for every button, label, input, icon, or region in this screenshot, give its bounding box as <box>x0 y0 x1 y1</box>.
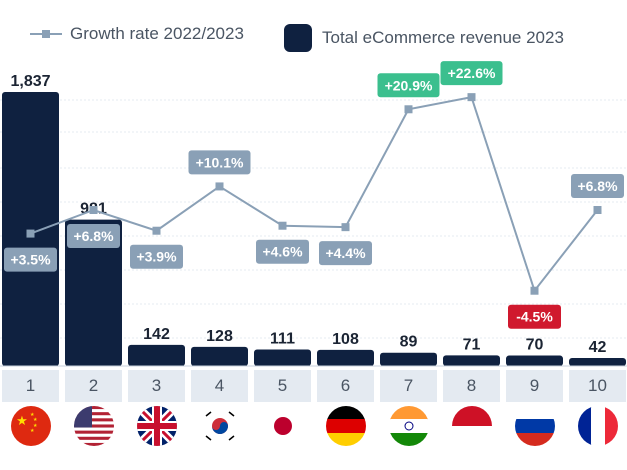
flag-united-kingdom-icon <box>136 406 177 446</box>
growth-label-box <box>130 244 183 269</box>
legend-label-revenue: Total eCommerce revenue 2023 <box>322 28 564 47</box>
rank-cell: 10 <box>569 370 626 402</box>
rank-cell: 2 <box>65 370 122 402</box>
growth-label-box <box>377 73 440 98</box>
growth-label: +6.8% <box>73 228 114 244</box>
revenue-value-label: 111 <box>270 330 295 347</box>
svg-text:★: ★ <box>33 423 38 429</box>
growth-label-box <box>67 224 120 248</box>
legend-item-growth[interactable]: Growth rate 2022/2023 <box>30 24 244 44</box>
revenue-value-label: 70 <box>526 337 544 354</box>
growth-point[interactable] <box>26 229 35 238</box>
chart-plot-area: 1,83798114212811110889717042+3.5%+6.8%+3… <box>0 61 627 367</box>
flag-germany-icon <box>325 406 366 446</box>
growth-label: +20.9% <box>385 77 433 93</box>
growth-label-box <box>188 150 251 175</box>
growth-point[interactable] <box>530 286 539 295</box>
revenue-bar[interactable] <box>443 355 500 366</box>
flag-russia-icon <box>514 406 555 446</box>
rank-cell: 4 <box>191 370 248 402</box>
growth-label: +4.6% <box>262 244 303 260</box>
flag-china-icon: ★ ★ ★ ★ ★ <box>10 406 51 446</box>
growth-label: +6.8% <box>577 178 618 194</box>
rank-cell: 9 <box>506 370 563 402</box>
growth-point[interactable] <box>404 105 413 114</box>
svg-text:★: ★ <box>30 428 35 434</box>
growth-line <box>30 95 599 293</box>
revenue-bar[interactable] <box>128 344 185 366</box>
rank-cell: 6 <box>317 370 374 402</box>
svg-text:★: ★ <box>33 417 38 423</box>
flag-south-korea-icon <box>199 406 240 446</box>
flag-japan-icon <box>262 406 303 446</box>
rank-cell: 7 <box>380 370 437 402</box>
svg-text:★: ★ <box>30 412 35 418</box>
revenue-value-label: 89 <box>400 334 418 351</box>
growth-point[interactable] <box>467 93 476 102</box>
growth-point[interactable] <box>278 221 287 230</box>
revenue-value-label: 142 <box>143 326 170 343</box>
svg-text:★: ★ <box>16 413 28 428</box>
growth-label-box <box>571 174 624 198</box>
revenue-bar[interactable] <box>191 346 248 366</box>
line-marker-icon <box>30 30 62 38</box>
growth-point[interactable] <box>215 182 224 191</box>
growth-label: +4.4% <box>325 245 366 261</box>
legend-label-growth: Growth rate 2022/2023 <box>70 24 244 43</box>
growth-label-box <box>256 239 309 264</box>
revenue-bar[interactable] <box>317 349 374 366</box>
growth-label-box <box>4 247 57 272</box>
growth-label: +3.9% <box>136 249 177 265</box>
revenue-bar[interactable] <box>506 355 563 366</box>
revenue-bar[interactable] <box>254 349 311 366</box>
revenue-value-label: 128 <box>206 328 233 345</box>
revenue-bar[interactable] <box>2 92 59 366</box>
revenue-value-label: 71 <box>463 336 481 353</box>
growth-point[interactable] <box>593 206 602 214</box>
flag-indonesia-icon <box>451 406 492 446</box>
revenue-value-label: 108 <box>332 331 359 348</box>
flag-france-icon <box>577 406 618 446</box>
flag-united-states-icon <box>73 406 114 446</box>
rank-cell: 5 <box>254 370 311 402</box>
bar-swatch-icon <box>284 24 312 52</box>
rank-cell: 3 <box>128 370 185 402</box>
legend-item-revenue[interactable]: Total eCommerce revenue 2023 <box>284 24 564 52</box>
growth-label: +3.5% <box>10 252 51 268</box>
growth-label: +10.1% <box>196 154 244 170</box>
legend: Growth rate 2022/2023 Total eCommerce re… <box>0 0 627 60</box>
growth-point[interactable] <box>152 226 161 235</box>
growth-point[interactable] <box>341 223 350 232</box>
revenue-value-label: 42 <box>589 339 607 356</box>
rank-cell: 1 <box>2 370 59 402</box>
flag-india-icon <box>388 406 429 446</box>
revenue-bar[interactable] <box>380 352 437 366</box>
growth-label-box <box>508 304 561 329</box>
growth-point[interactable] <box>89 206 98 214</box>
growth-label: +22.6% <box>448 65 496 81</box>
revenue-bar[interactable] <box>569 358 626 366</box>
rank-cell: 8 <box>443 370 500 402</box>
revenue-bar[interactable] <box>65 219 122 366</box>
revenue-value-label: 1,837 <box>10 73 50 90</box>
growth-label-box <box>440 61 503 86</box>
growth-label-box <box>319 241 372 266</box>
growth-label: -4.5% <box>516 309 553 325</box>
